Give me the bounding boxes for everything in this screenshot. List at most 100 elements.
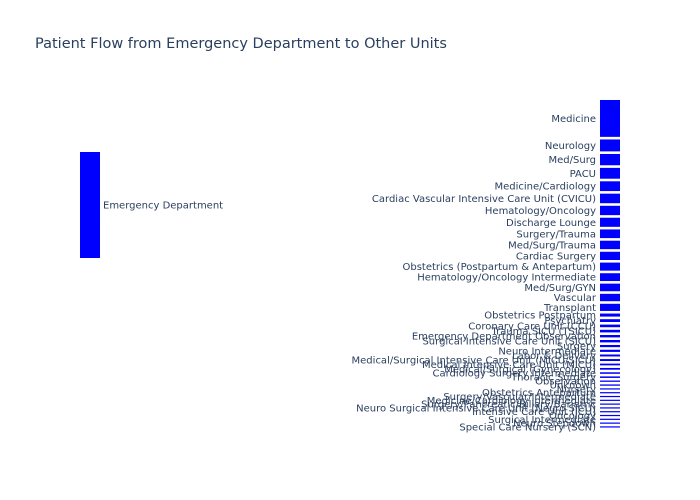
link-intensive-care-unit-icu[interactable]: [99, 256, 601, 413]
link-medicine[interactable]: [99, 99, 601, 171]
node-label-medicine-cardiology: Medicine/Cardiology: [495, 182, 597, 193]
node-hematology-oncology[interactable]: [600, 205, 620, 216]
node-surgery-vascular-intermediate[interactable]: [600, 395, 620, 398]
node-medical-surgical-gynecology[interactable]: [600, 367, 620, 370]
node-cardiac-vascular-intensive-care-unit-cvicu[interactable]: [600, 193, 620, 204]
node-psychiatry[interactable]: [600, 319, 620, 323]
node-label-observation: Observation: [535, 377, 596, 388]
node-label-trauma-sicu-tsicu: Trauma SICU (TSICU): [490, 327, 596, 338]
link-surgery-vascular-intermediate[interactable]: [99, 254, 601, 398]
node-neuro-stepdown[interactable]: [600, 422, 620, 424]
link-special-care-nursery-scn[interactable]: [99, 257, 601, 428]
node-medicine-cardiology-intermediate[interactable]: [600, 399, 620, 401]
link-neuro-stepdown[interactable]: [99, 257, 601, 424]
node-label-emergency-department: Emergency Department: [103, 201, 223, 212]
node-label-neuro-stepdown: Neuro Stepdown: [513, 419, 596, 430]
node-emergency-department[interactable]: [80, 152, 100, 258]
node-label-psychiatry: Psychiatry: [544, 316, 596, 327]
node-label-cardiac-surgery: Cardiac Surgery: [516, 251, 596, 262]
node-labor-delivery[interactable]: [600, 354, 620, 357]
link-med-surg-gyn[interactable]: [99, 226, 601, 292]
link-transplant[interactable]: [99, 233, 601, 312]
node-label-surgery-pancreatic-biliary-bariatric: Surgery/Pancreatic/Biliary/Bariatric: [421, 400, 596, 411]
node-label-nursery: Nursery: [557, 384, 596, 395]
node-label-obstetrics-antepartum: Obstetrics Antepartum: [482, 388, 596, 399]
link-thoracic-surgery[interactable]: [99, 251, 601, 379]
node-oncology[interactable]: [600, 414, 620, 417]
node-label-vascular: Vascular: [554, 293, 597, 304]
link-surgery-pancreatic-biliary-bariatric[interactable]: [99, 255, 601, 405]
node-label-neurology: Neurology: [545, 141, 596, 152]
node-surgery-trauma[interactable]: [600, 229, 620, 239]
node-vascular[interactable]: [600, 293, 620, 302]
node-medical-surgical-intensive-care-unit-micu-sicu[interactable]: [600, 359, 620, 362]
node-neuro-intermediate[interactable]: [600, 349, 620, 352]
link-obstetrics-antepartum[interactable]: [99, 254, 601, 394]
node-observation[interactable]: [600, 380, 620, 382]
node-label-cardiology-surgery-intermediate: Cardiology Surgery Intermediate: [433, 369, 596, 380]
link-oncology[interactable]: [99, 256, 601, 417]
node-label-med-surg-gyn: Med/Surg/GYN: [524, 283, 596, 294]
node-med-surg[interactable]: [600, 153, 620, 166]
link-nursery[interactable]: [99, 253, 601, 390]
node-trauma-sicu-tsicu[interactable]: [600, 329, 620, 333]
chart-title: Patient Flow from Emergency Department t…: [35, 36, 447, 52]
node-med-surg-trauma[interactable]: [600, 240, 620, 250]
node-label-surgery: Surgery: [557, 342, 596, 353]
node-emergency-department-observation[interactable]: [600, 335, 620, 338]
node-obstetrics-postpartum[interactable]: [600, 313, 620, 317]
node-label-discharge-lounge: Discharge Lounge: [506, 218, 596, 229]
node-surgery[interactable]: [600, 344, 620, 348]
node-med-surg-gyn[interactable]: [600, 283, 620, 292]
node-transplant[interactable]: [600, 303, 620, 311]
node-surgical-intermediate[interactable]: [600, 418, 620, 420]
node-surgery-pancreatic-biliary-bariatric[interactable]: [600, 403, 620, 405]
node-thoracic-surgery[interactable]: [600, 376, 620, 378]
node-label-medicine: Medicine: [551, 114, 596, 125]
node-label-medical-surgical-gynecology: Medical/Surgical (Gynecology): [444, 364, 596, 375]
link-labor-delivery[interactable]: [99, 246, 601, 357]
link-cardiology-surgery-intermediate[interactable]: [99, 250, 601, 374]
node-label-neuro-intermediate: Neuro Intermediate: [498, 346, 596, 357]
node-surgical-intensive-care-unit-sicu[interactable]: [600, 339, 620, 343]
node-medicine-cardiology[interactable]: [600, 181, 620, 192]
link-observation[interactable]: [99, 252, 601, 382]
link-med-surg-trauma[interactable]: [99, 209, 601, 250]
node-label-medicine-cardiology-intermediate: Medicine/Cardiology Intermediate: [427, 396, 596, 407]
node-cardiology-surgery-intermediate[interactable]: [600, 372, 620, 374]
node-medical-intensive-care-unit-micu[interactable]: [600, 363, 620, 366]
node-label-medical-surgical-intensive-care-unit-micu-sicu: Medical/Surgical Intensive Care Unit (MI…: [352, 356, 597, 367]
node-neurology[interactable]: [600, 139, 620, 152]
node-hematology-oncology-intermediate[interactable]: [600, 273, 620, 282]
link-emergency-department-observation[interactable]: [99, 242, 601, 338]
link-med-surg[interactable]: [99, 153, 601, 183]
node-unknown[interactable]: [600, 384, 620, 386]
node-discharge-lounge[interactable]: [600, 217, 620, 227]
link-medical-surgical-gynecology[interactable]: [99, 249, 601, 370]
node-cardiac-surgery[interactable]: [600, 251, 620, 261]
link-unknown[interactable]: [99, 252, 601, 386]
link-surgical-intensive-care-unit-sicu[interactable]: [99, 243, 601, 343]
link-hematology-oncology[interactable]: [99, 196, 601, 216]
node-intensive-care-unit-icu[interactable]: [600, 411, 620, 413]
node-label-hematology-oncology: Hematology/Oncology: [485, 206, 596, 217]
node-label-thoracic-surgery: Thoracic Surgery: [510, 373, 596, 384]
link-medicine-cardiology-intermediate[interactable]: [99, 255, 601, 402]
node-label-unknown: Unknown: [550, 381, 596, 392]
node-pacu[interactable]: [600, 167, 620, 179]
link-neurology[interactable]: [99, 139, 601, 177]
node-obstetrics-postpartum-antepartum[interactable]: [600, 262, 620, 271]
node-coronary-care-unit-ccu[interactable]: [600, 324, 620, 328]
node-medicine[interactable]: [600, 100, 620, 137]
link-medicine-cardiology[interactable]: [99, 181, 601, 193]
node-special-care-nursery-scn[interactable]: [600, 426, 620, 428]
link-discharge-lounge[interactable]: [99, 201, 601, 228]
node-label-surgical-intermediate: Surgical Intermediate: [488, 415, 596, 426]
node-obstetrics-antepartum[interactable]: [600, 392, 620, 394]
node-nursery[interactable]: [600, 388, 620, 390]
link-cardiac-vascular-intensive-care-unit-cvicu[interactable]: [99, 191, 601, 204]
nodes-group: [80, 100, 620, 428]
node-neuro-surgical-intensive-care-unit-neuro-sicu[interactable]: [600, 407, 620, 409]
link-surgical-intermediate[interactable]: [99, 257, 601, 421]
link-neuro-surgical-intensive-care-unit-neuro-sicu[interactable]: [99, 256, 601, 409]
